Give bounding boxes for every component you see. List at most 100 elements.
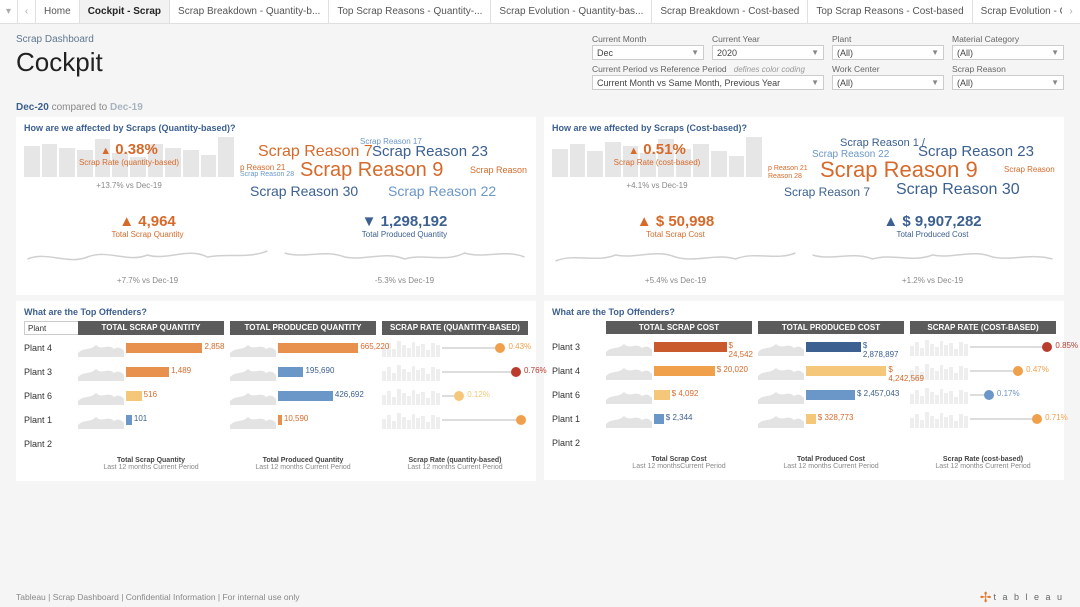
spark-card-total-scrap-qty: ▲ 4,964 Total Scrap Quantity +7.7% vs De… [24,213,271,285]
filter-label: Work Center [832,64,944,74]
spark-value: ▲ $ 50,998 [552,213,799,230]
tab[interactable]: Scrap Evolution - Cost-based [973,0,1062,23]
tabs-menu-icon[interactable]: ▾ [0,0,18,23]
offenders-cell: 0.43% [382,337,528,359]
chevron-down-icon: ▼ [691,48,699,57]
filter-label: Scrap Reason [952,64,1064,74]
page-footer: Tableau | Scrap Dashboard | Confidential… [0,587,1080,607]
wordcloud-item[interactable]: Scrap Reason 30 [250,183,358,199]
header-region: Scrap Dashboard Cockpit Current Month De… [0,24,1080,98]
offenders-row-label[interactable]: Plant 3 [24,361,72,383]
offenders-cell: 1,489 [78,361,224,383]
chevron-down-icon: ▼ [1051,78,1059,87]
offenders-row-label[interactable]: Plant 4 [24,337,72,359]
filter-plant: Plant (All)▼ [832,34,944,60]
filter-value: Dec [597,48,613,58]
tab[interactable]: Scrap Breakdown - Cost-based [652,0,808,23]
spark-delta: +1.2% vs Dec-19 [809,276,1056,285]
offenders-row-label[interactable]: Plant 2 [24,433,72,455]
wordcloud-item[interactable]: Scrap Reason 28 [240,171,294,178]
wordcloud-item[interactable]: Scrap Reason 7 [784,185,870,199]
offenders-footer-cell: Total Produced CostLast 12 months Curren… [758,456,904,470]
offenders-footer-qty: Total Scrap QuantityLast 12 months Curre… [24,457,528,471]
offenders-cell: 10,590 [230,409,376,431]
filter-select-current-month[interactable]: Dec ▼ [592,45,704,60]
compare-reference: Dec-19 [110,102,143,113]
dashboard-overline: Scrap Dashboard [16,34,592,45]
offenders-cell: $ 24,542 [606,336,752,358]
offenders-cell: $ 328,773 [758,408,904,430]
offenders-row-label[interactable]: Plant 2 [552,432,600,454]
tabs-bar: ▾ ‹ HomeCockpit - ScrapScrap Breakdown -… [0,0,1080,24]
offenders-cell: $ 2,457,043 [758,384,904,406]
tab[interactable]: Cockpit - Scrap [80,0,170,23]
filter-value: (All) [957,78,973,88]
offenders-row-label[interactable]: Plant 3 [552,336,600,358]
offenders-cell: 101 [78,409,224,431]
rate-card-cost: ▲ 0.51% Scrap Rate (cost-based) +4.1% vs… [552,137,762,209]
tabs-scroll-left[interactable]: ‹ [18,0,36,23]
wordcloud-item[interactable]: p Reason 21 [768,165,808,172]
wordcloud-item[interactable]: Scrap Reason 30 [896,181,1020,199]
offenders-column-header: TOTAL SCRAP QUANTITY [78,321,224,335]
filter-select-plant[interactable]: (All)▼ [832,45,944,60]
spark-label: Total Produced Quantity [281,230,528,239]
panel-question: What are the Top Offenders? [24,307,528,317]
offenders-row-label[interactable]: Plant 1 [24,409,72,431]
offenders-cell: $ 2,344 [606,408,752,430]
tab[interactable]: Scrap Breakdown - Quantity-b... [170,0,329,23]
offenders-row-label[interactable]: Plant 4 [552,360,600,382]
wordcloud-item[interactable]: Scrap Reason 11 [1004,165,1056,174]
offenders-column-header: SCRAP RATE (COST-BASED) [910,321,1056,334]
spark-label: Total Scrap Cost [552,230,799,239]
offenders-cell: 665,220 [230,337,376,359]
wordcloud-qty: Scrap Reason 17Scrap Reason 7Scrap Reaso… [240,137,528,209]
tab[interactable]: Top Scrap Reasons - Cost-based [808,0,972,23]
main-columns: How are we affected by Scraps (Quantity-… [0,117,1080,491]
dashboard-title: Cockpit [16,47,592,78]
wordcloud-item[interactable]: Reason 28 [768,173,802,180]
offenders-row-label[interactable]: Plant 6 [24,385,72,407]
panel-question: How are we affected by Scraps (Cost-base… [552,123,1056,133]
offenders-footer-cell: Total Produced QuantityLast 12 months Cu… [230,457,376,471]
wordcloud-item[interactable]: Scrap Reason 22 [388,183,496,199]
tableau-logo: ✢ t a b l e a u [980,589,1064,606]
wordcloud-item[interactable]: Scrap Reason 9 [300,159,443,182]
tab[interactable]: Top Scrap Reasons - Quantity-... [329,0,491,23]
offenders-cell [382,409,528,431]
offenders-cell: 0.47% [910,360,1056,382]
filter-value: (All) [837,48,853,58]
filters-block: Current Month Dec▼ Current Year 2020▼ Pl… [592,34,1064,90]
offenders-column-header: TOTAL PRODUCED QUANTITY [230,321,376,335]
wordcloud-item[interactable]: Scrap Reason 18 [470,165,528,175]
tabs-scroll-right[interactable]: › [1062,0,1080,23]
filter-current-year: Current Year 2020▼ [712,34,824,60]
filter-select-material-category[interactable]: (All)▼ [952,45,1064,60]
filter-value: (All) [837,78,853,88]
filter-value: (All) [957,48,973,58]
footer-text: Tableau | Scrap Dashboard | Confidential… [16,592,300,602]
offenders-footer-cost: Total Scrap CostLast 12 monthsCurrent Pe… [552,456,1056,470]
offenders-cell [230,433,376,455]
offenders-footer-cell: Scrap Rate (cost-based)Last 12 months Cu… [910,456,1056,470]
offenders-grid-qty: Plant▼TOTAL SCRAP QUANTITYTOTAL PRODUCED… [24,321,528,455]
offenders-row-label[interactable]: Plant 1 [552,408,600,430]
sparkline [281,239,528,271]
tab[interactable]: Scrap Evolution - Quantity-bas... [491,0,652,23]
offenders-cell: 195,690 [230,361,376,383]
wordcloud-item[interactable]: Scrap Reason 23 [372,143,488,160]
wordcloud-item[interactable]: Scrap Reason 1 / [840,137,925,149]
filter-work-center: Work Center (All)▼ [832,64,944,90]
rate-delta: +4.1% vs Dec-19 [552,181,762,190]
tab[interactable]: Home [36,0,80,23]
filter-select-current-year[interactable]: 2020▼ [712,45,824,60]
wordcloud-item[interactable]: Scrap Reason 9 [820,157,978,183]
filter-select-scrap-reason[interactable]: (All) ▼ [952,75,1064,90]
offenders-cell: 0.76% [382,361,528,383]
spark-card-total-produced-cost: ▲ $ 9,907,282 Total Produced Cost +1.2% … [809,213,1056,285]
offenders-row-label[interactable]: Plant 6 [552,384,600,406]
spark-value: ▲ $ 9,907,282 [809,213,1056,230]
filter-select-work-center[interactable]: (All)▼ [832,75,944,90]
compare-mid: compared to [49,102,110,113]
filter-select-period[interactable]: Current Month vs Same Month, Previous Ye… [592,75,824,90]
